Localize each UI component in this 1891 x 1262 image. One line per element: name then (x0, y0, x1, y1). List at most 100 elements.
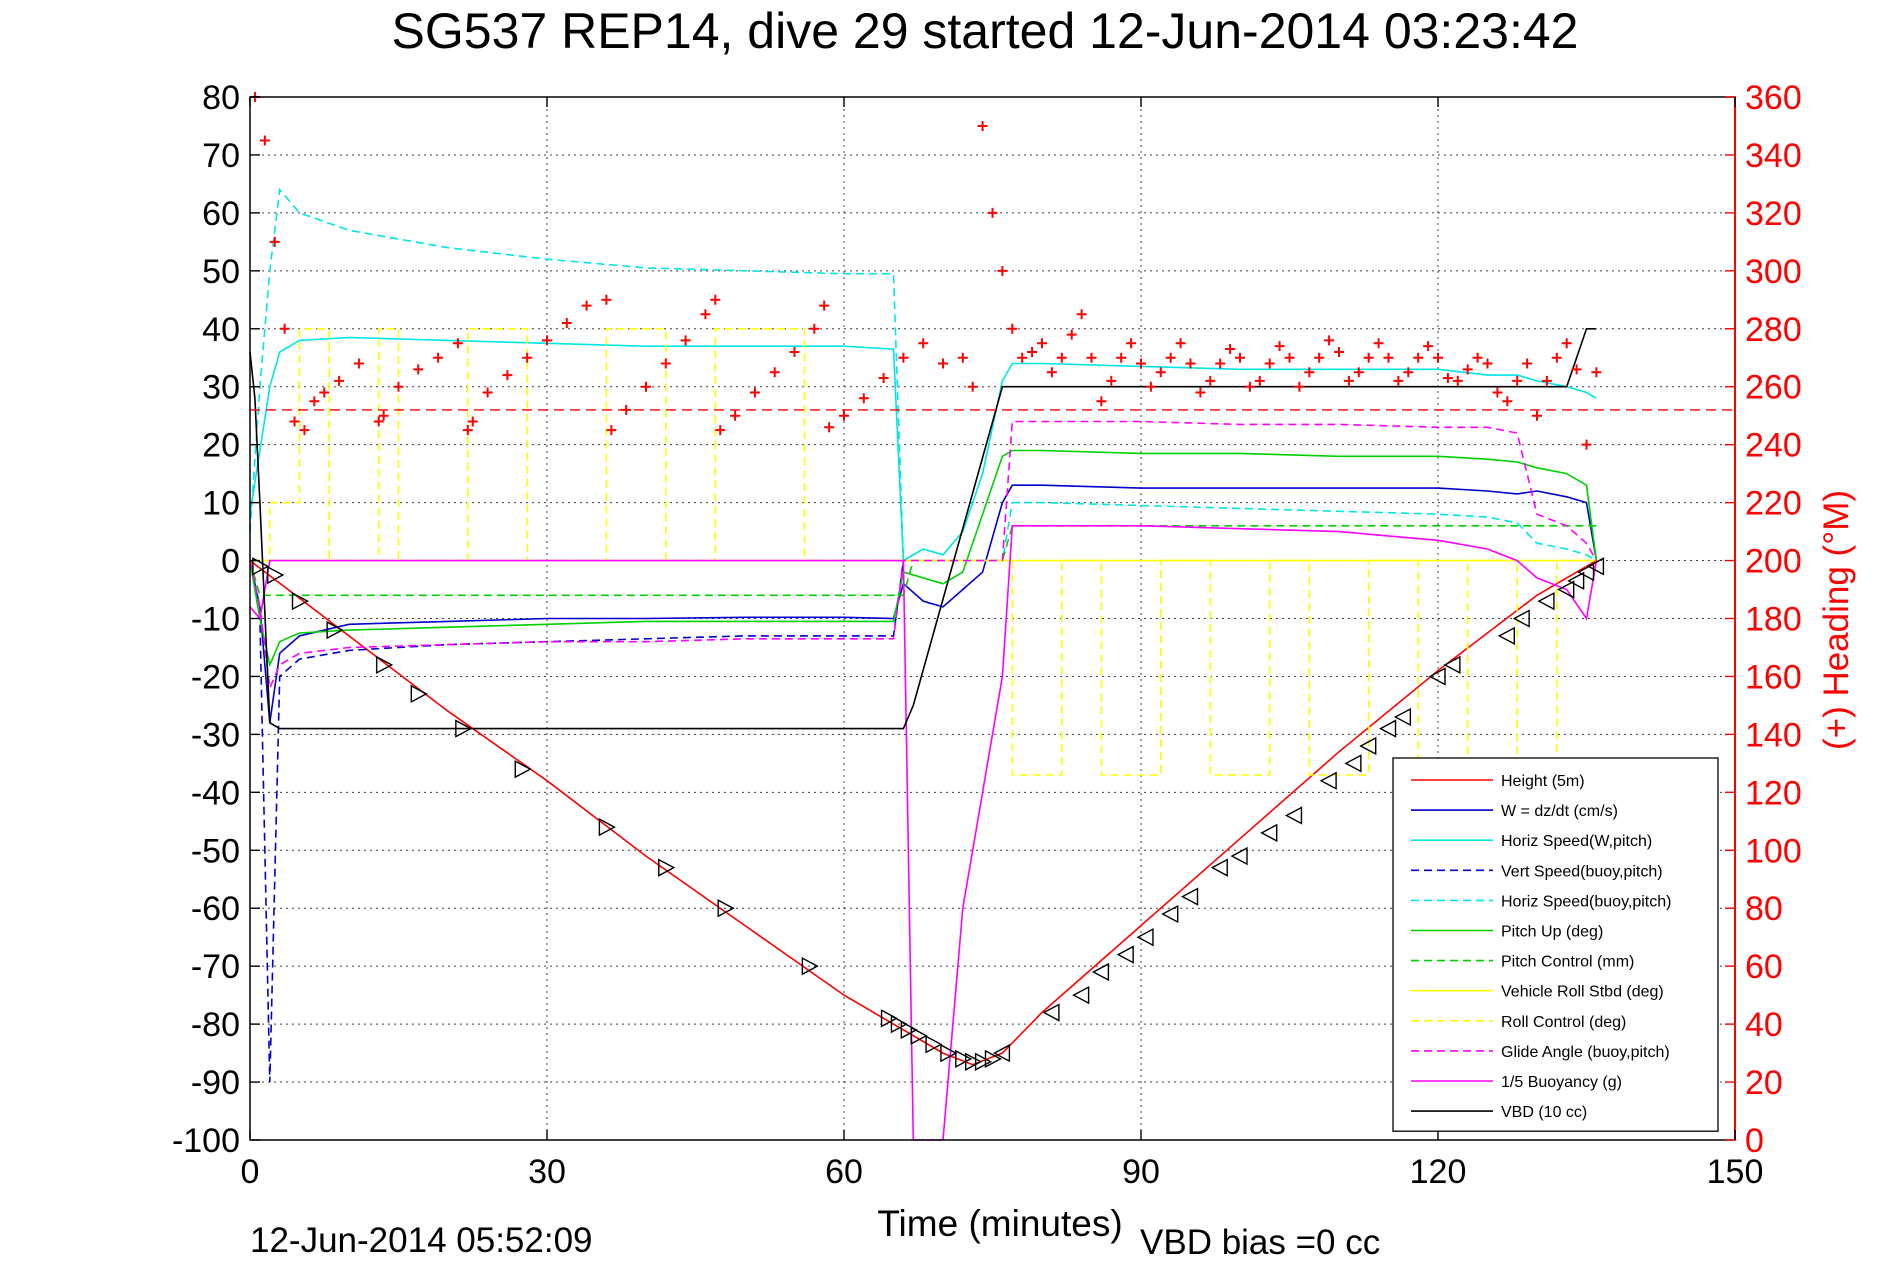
heading-point (1413, 352, 1424, 363)
y-tick-label: -30 (191, 716, 240, 754)
triangle-marker (1161, 904, 1179, 924)
y-tick-label: 10 (202, 485, 240, 523)
y-tick-label: 40 (202, 311, 240, 349)
heading-point (1363, 352, 1374, 363)
triangle-marker (1344, 754, 1362, 773)
triangle-marker (925, 1035, 943, 1054)
right-y-tick-label: 200 (1745, 543, 1802, 581)
triangle-marker (1072, 985, 1090, 1005)
heading-layer (249, 92, 1602, 450)
series-line-9 (249, 420, 1598, 692)
heading-point (1185, 358, 1196, 369)
triangle-marker (1210, 858, 1228, 877)
heading-point (1551, 352, 1562, 363)
heading-point (710, 294, 721, 305)
triangle-marker (1577, 562, 1595, 582)
series-line-10 (249, 524, 1598, 1141)
triangle-marker (1586, 557, 1605, 576)
series-line-3 (249, 560, 905, 1083)
heading-point (1502, 396, 1513, 407)
legend-label: Vehicle Roll Stbd (deg) (1501, 984, 1664, 1001)
heading-point (1175, 338, 1186, 349)
triangle-marker (955, 1049, 973, 1069)
right-y-tick-label: 160 (1745, 658, 1802, 696)
heading-point (1541, 375, 1552, 386)
right-y-tick-label: 60 (1745, 948, 1783, 986)
triangle-marker (717, 899, 735, 918)
heading-point (1591, 367, 1602, 378)
heading-point (1472, 352, 1483, 363)
triangle-marker (1359, 736, 1377, 756)
triangle-marker (598, 817, 616, 837)
heading-point (1215, 358, 1226, 369)
heading-point (1096, 396, 1107, 407)
right-y-tick-label: 140 (1745, 716, 1802, 754)
triangle-marker (992, 1043, 1011, 1063)
heading-point (522, 352, 533, 363)
triangle-marker (801, 957, 819, 976)
heading-point (334, 375, 345, 386)
triangle-marker (1260, 823, 1278, 843)
heading-point (373, 416, 384, 427)
heading-point (433, 352, 444, 363)
heading-point (987, 207, 998, 218)
right-y-tick-label: 120 (1745, 774, 1802, 812)
triangle-marker (1443, 655, 1461, 675)
heading-point (898, 352, 909, 363)
heading-point (997, 265, 1008, 276)
triangle-marker (291, 591, 309, 611)
heading-point (789, 346, 800, 357)
legend-label: Height (5m) (1501, 773, 1585, 790)
series-line-8 (250, 327, 1597, 776)
triangle-marker (880, 1009, 899, 1028)
right-y-tick-label: 360 (1745, 79, 1802, 117)
triangle-marker (940, 1043, 958, 1063)
heading-point (319, 387, 330, 398)
legend-label: Glide Angle (buoy,pitch) (1501, 1044, 1670, 1061)
legend-label: Pitch Up (deg) (1501, 924, 1603, 941)
y-tick-label: -90 (191, 1064, 240, 1102)
triangle-marker (1393, 707, 1412, 727)
legend: Height (5m) W = dz/dt (cm/s) Horiz Speed(W… (1392, 757, 1719, 1132)
heading-point (413, 364, 424, 375)
heading-point (1066, 329, 1077, 340)
series-line-6 (249, 524, 1597, 597)
triangle-marker (965, 1052, 983, 1071)
heading-point (482, 387, 493, 398)
x-tick-label: 30 (528, 1153, 566, 1191)
right-y-tick-label: 220 (1745, 485, 1802, 523)
heading-point (1106, 375, 1117, 386)
heading-point (858, 393, 869, 404)
heading-point (1314, 352, 1325, 363)
heading-point (467, 416, 478, 427)
footer-vbd-bias: VBD bias =0 cc (1140, 1223, 1380, 1262)
heading-point (1324, 335, 1335, 346)
x-tick-label: 90 (1122, 1153, 1160, 1191)
heading-point (1452, 375, 1463, 386)
heading-point (309, 396, 320, 407)
x-tick-label: 0 (241, 1153, 260, 1191)
heading-point (1017, 352, 1028, 363)
legend-label: Horiz Speed(buoy,pitch) (1501, 893, 1671, 910)
right-y-tick-label: 40 (1745, 1006, 1783, 1044)
heading-point (1581, 439, 1592, 450)
heading-point (1512, 375, 1523, 386)
heading-point (1561, 338, 1572, 349)
series-layer (249, 187, 1735, 1141)
right-y-tick-label: 300 (1745, 253, 1802, 291)
heading-point (353, 358, 364, 369)
heading-point (1334, 346, 1344, 357)
heading-point (730, 410, 741, 421)
triangle-marker (1537, 591, 1555, 611)
x-tick-label: 150 (1707, 1153, 1764, 1191)
y-tick-label: 70 (202, 137, 240, 175)
heading-point (1205, 375, 1216, 386)
heading-point (1244, 381, 1255, 392)
y-tick-label: 20 (202, 427, 240, 465)
heading-point (259, 135, 270, 146)
heading-point (641, 381, 651, 392)
heading-point (1136, 358, 1146, 369)
heading-point (918, 338, 929, 349)
heading-point (452, 338, 463, 349)
triangle-marker (910, 1026, 928, 1045)
